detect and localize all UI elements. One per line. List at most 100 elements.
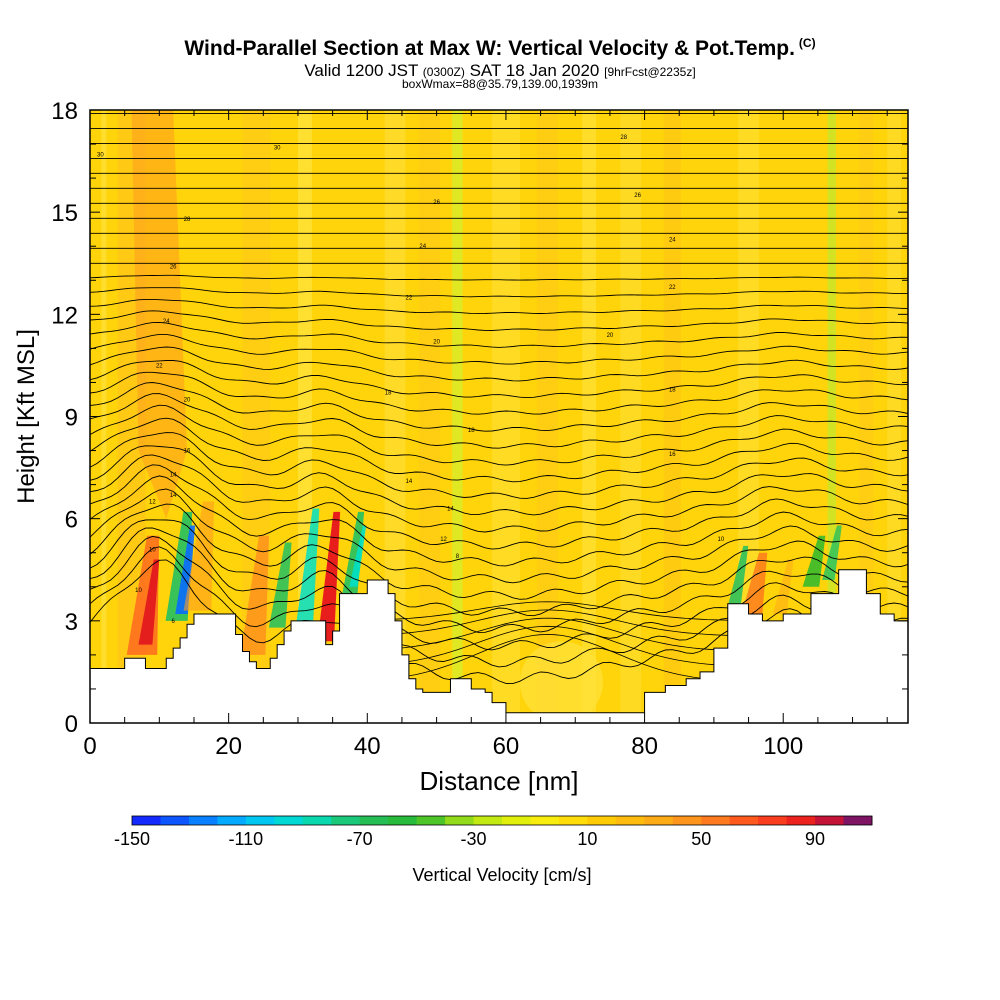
colorbar-segment [530, 816, 560, 825]
theta-contour-label: 22 [406, 295, 413, 301]
theta-contour-label: 14 [170, 472, 177, 478]
colorbar-segment [644, 816, 674, 825]
colorbar-segment [359, 816, 389, 825]
theta-contour-line [90, 287, 908, 298]
y-tick-label: 3 [65, 609, 78, 636]
theta-contour-label: 26 [170, 265, 177, 271]
y-tick-label: 6 [65, 507, 78, 534]
theta-contour-label: 24 [669, 237, 676, 243]
x-tick-label: 40 [354, 733, 381, 760]
colorbar-tick-label: -150 [114, 829, 150, 849]
colorbar-segment [786, 816, 816, 825]
theta-contour-line [90, 475, 908, 567]
x-tick-label: 80 [631, 733, 658, 760]
colorbar-segment [245, 816, 275, 825]
colorbar-tick-label: -70 [347, 829, 373, 849]
colorbar-segment [188, 816, 218, 825]
theta-contour-line [90, 445, 908, 516]
theta-contour-label: 26 [433, 200, 440, 206]
theta-contour-line [90, 519, 908, 617]
colorbar-label: Vertical Velocity [cm/s] [412, 865, 591, 885]
y-tick-label: 9 [65, 405, 78, 432]
theta-contour-line [90, 454, 908, 533]
theta-contour-label: 24 [419, 244, 426, 250]
theta-contours [90, 112, 908, 685]
colorbar-frame [131, 815, 873, 826]
theta-contour-label: 16 [184, 449, 191, 455]
theta-contour-line [90, 527, 908, 633]
colorbar-segment [217, 816, 247, 825]
theta-contour-label: 24 [163, 319, 170, 325]
colorbar-segment [758, 816, 788, 825]
colorbar-segment [473, 816, 503, 825]
theta-contour-label: 10 [135, 588, 142, 594]
theta-contour-line [90, 274, 908, 281]
theta-contour-line [90, 382, 908, 432]
colorbar-tick-label: -30 [461, 829, 487, 849]
x-tick-label: 100 [763, 733, 803, 760]
colorbar-segment [729, 816, 759, 825]
colorbar-segment [815, 816, 845, 825]
theta-contour-label: 16 [669, 452, 676, 458]
valid-time-line: Valid 1200 JST (0300Z) SAT 18 Jan 2020 [… [304, 61, 696, 80]
colorbar-tick-label: -110 [228, 829, 263, 849]
theta-contour-label: 30 [274, 145, 281, 151]
colorbar-segment [615, 816, 645, 825]
colorbar-tick-label: 50 [691, 829, 711, 849]
x-axis-label: Distance [nm] [420, 766, 579, 796]
colorbar-segment [388, 816, 418, 825]
theta-contour-label: 30 [97, 152, 104, 158]
theta-contour-label: 14 [447, 506, 454, 512]
theta-contour-line [90, 360, 908, 399]
x-tick-label: 60 [493, 733, 520, 760]
theta-contour-label: 14 [406, 479, 413, 485]
theta-contour-label: 28 [620, 135, 627, 141]
theta-contour-line [90, 346, 908, 382]
colorbar-segment [331, 816, 361, 825]
theta-contour-label: 28 [184, 217, 191, 223]
x-tick-label: 20 [215, 733, 242, 760]
theta-contour-label: 18 [468, 428, 475, 434]
theta-contour-label: 8 [456, 554, 460, 560]
colorbar-tick-label: 10 [577, 829, 597, 849]
colorbar-tick-label: 90 [805, 829, 825, 849]
colorbar-segment [701, 816, 731, 825]
colorbar-segment [672, 816, 702, 825]
colorbar-segment [445, 816, 475, 825]
y-tick-label: 0 [65, 711, 78, 738]
colorbar-segment [558, 816, 588, 825]
terrain-profile [89, 569, 909, 724]
colorbar-segment [587, 816, 617, 825]
theta-contour-label: 6 [172, 619, 176, 625]
colorbar-segment [843, 816, 873, 825]
theta-contour-line [90, 298, 908, 315]
theta-contour-label: 22 [669, 285, 676, 291]
theta-contour-label: 12 [149, 500, 156, 506]
theta-contour-line [90, 535, 908, 651]
theta-contour-line [90, 503, 908, 600]
theta-contour-line [90, 321, 908, 348]
colorbar-segment [274, 816, 304, 825]
colorbar-segment [160, 816, 190, 825]
colorbar-segment [302, 816, 332, 825]
theta-contour-label: 10 [717, 537, 724, 543]
theta-contour-line [367, 601, 728, 621]
theta-contour-line [367, 625, 728, 666]
theta-contour-line [90, 417, 908, 483]
theta-contour-line [367, 617, 728, 651]
theta-contour-line [367, 634, 728, 681]
colorbar-segment [132, 816, 161, 825]
theta-contour-line [90, 488, 908, 584]
theta-contour-label: 10 [149, 547, 156, 553]
chart-title: Wind-Parallel Section at Max W: Vertical… [184, 36, 816, 60]
box-info-line: boxWmax=88@35.79,139.00,1939m [402, 77, 598, 91]
theta-contour-label: 18 [385, 391, 392, 397]
theta-contour-line [90, 432, 908, 499]
theta-contour-label: 22 [156, 363, 163, 369]
theta-contour-line [90, 371, 908, 415]
theta-contour-line [90, 546, 908, 668]
theta-contour-label: 20 [184, 397, 191, 403]
theta-contour-line [90, 333, 908, 365]
